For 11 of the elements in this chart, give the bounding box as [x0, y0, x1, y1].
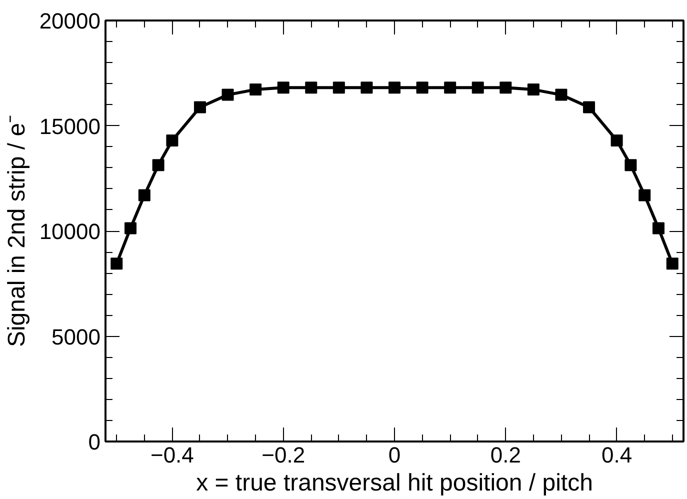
y-tick-label: 20000 [39, 8, 101, 34]
x-tick-label: 0 [388, 442, 401, 468]
x-tick-label: 0.2 [490, 442, 521, 468]
y-tick-label: 10000 [39, 219, 101, 244]
x-tick-label: −0.4 [150, 442, 194, 468]
y-axis-title: Signal in 2nd strip / e⁻ [3, 114, 30, 348]
y-tick-label: 15000 [39, 114, 101, 139]
x-axis-title: x = true transversal hit position / pitch [196, 470, 593, 496]
y-tick-label: 5000 [52, 324, 101, 350]
x-tick-label: −0.2 [262, 442, 306, 468]
x-tick-label: 0.4 [602, 442, 632, 468]
